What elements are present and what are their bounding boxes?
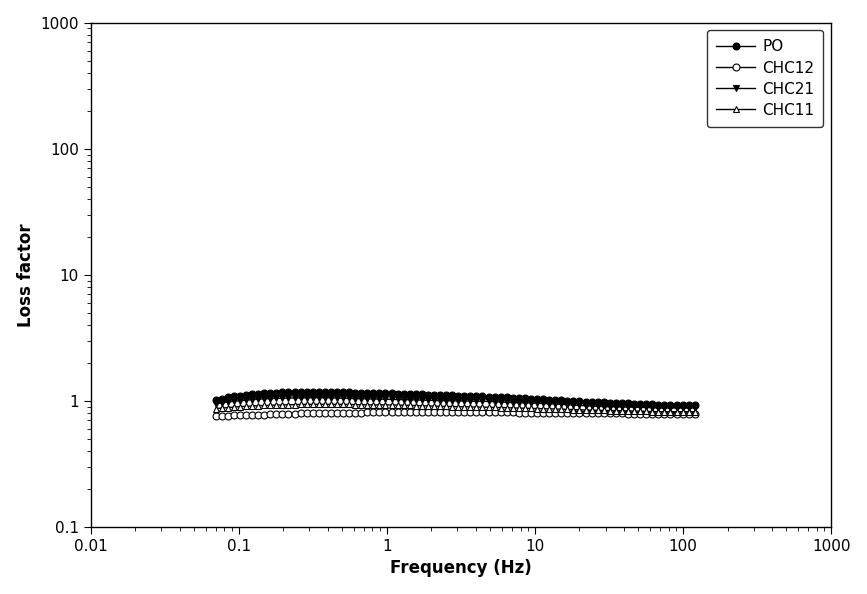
CHC12: [544, 409, 554, 416]
PO: [544, 396, 554, 403]
PO: [525, 395, 536, 402]
Line: PO: PO: [212, 388, 698, 409]
PO: [211, 396, 221, 403]
CHC21: [544, 400, 554, 407]
CHC12: [689, 410, 700, 418]
CHC11: [211, 405, 221, 412]
PO: [429, 391, 440, 399]
CHC12: [429, 409, 440, 416]
CHC21: [211, 400, 221, 407]
Line: CHC12: CHC12: [212, 409, 698, 419]
CHC12: [501, 409, 512, 416]
CHC11: [659, 408, 669, 415]
CHC12: [362, 409, 373, 416]
PO: [689, 402, 700, 409]
Y-axis label: Loss factor: Loss factor: [16, 223, 35, 327]
X-axis label: Frequency (Hz): Frequency (Hz): [390, 560, 531, 577]
CHC21: [689, 405, 700, 412]
CHC21: [641, 404, 651, 411]
CHC21: [525, 400, 536, 407]
PO: [501, 394, 512, 401]
CHC21: [429, 397, 440, 404]
CHC11: [525, 405, 536, 412]
CHC11: [507, 405, 518, 412]
CHC12: [507, 409, 518, 416]
CHC11: [308, 401, 318, 408]
Line: CHC21: CHC21: [212, 394, 698, 412]
CHC21: [659, 405, 669, 412]
CHC21: [507, 399, 518, 406]
CHC12: [525, 409, 536, 416]
CHC12: [211, 412, 221, 419]
PO: [683, 402, 694, 409]
CHC12: [641, 410, 651, 418]
CHC21: [308, 394, 318, 402]
CHC11: [544, 405, 554, 412]
PO: [308, 388, 318, 396]
CHC11: [641, 407, 651, 415]
CHC11: [689, 408, 700, 415]
PO: [641, 400, 651, 407]
PO: [507, 394, 518, 402]
CHC11: [501, 404, 512, 411]
Legend: PO, CHC12, CHC21, CHC11: PO, CHC12, CHC21, CHC11: [707, 30, 824, 127]
CHC21: [501, 399, 512, 406]
CHC11: [429, 403, 440, 410]
Line: CHC11: CHC11: [212, 401, 698, 415]
